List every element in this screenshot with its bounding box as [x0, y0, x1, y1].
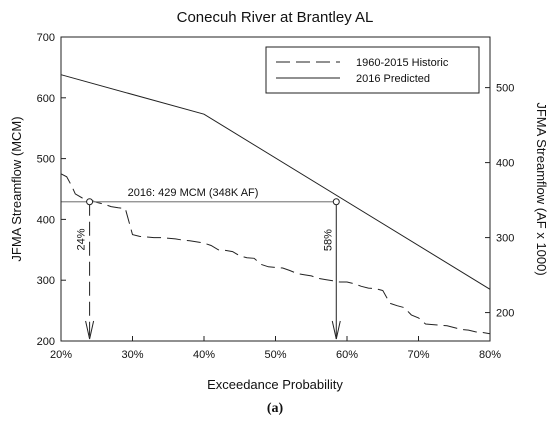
legend-predicted-label: 2016 Predicted [356, 73, 430, 85]
y-tick-label: 500 [37, 154, 55, 166]
chart-title: Conecuh River at Brantley AL [177, 9, 374, 26]
y-axis-label: JFMA Streamflow (MCM) [9, 116, 24, 261]
predicted-intersection-marker [332, 198, 340, 206]
annotations: 2016: 429 MCM (348K AF) 24% 58% [61, 187, 341, 340]
predicted-probability-label: 58% [322, 229, 334, 251]
legend: 1960-2015 Historic 2016 Predicted [265, 46, 480, 94]
series-line-historic [60, 173, 491, 335]
x-tick-label: 70% [407, 349, 429, 361]
y2-tick-label: 400 [496, 158, 514, 170]
x-tick-label: 30% [121, 349, 143, 361]
x-tick-label: 80% [479, 349, 501, 361]
series-lines [60, 74, 491, 335]
legend-historic-label: 1960-2015 Historic [356, 57, 449, 69]
y-tick-label: 200 [37, 336, 55, 348]
x-tick-label: 50% [264, 349, 286, 361]
y-tick-label: 400 [37, 214, 55, 226]
historic-probability-label: 24% [76, 228, 88, 250]
axis-ticks: 20% 30% 40% 50% 60% 70% 80% 200 300 400 500 600 700 2… [37, 32, 515, 361]
historic-arrow-head [85, 320, 95, 340]
y2-axis-label: JFMA Streamflow (AF x 1000) [534, 102, 549, 275]
y-tick-label: 300 [37, 275, 55, 287]
x-tick-label: 40% [193, 349, 215, 361]
y2-tick-label: 500 [496, 83, 514, 95]
x-tick-label: 60% [336, 349, 358, 361]
target-level-label: 2016: 429 MCM (348K AF) [128, 187, 259, 199]
legend-box [265, 46, 480, 94]
y2-tick-label: 300 [496, 233, 514, 245]
y2-tick-label: 200 [496, 308, 514, 320]
series-line-predicted [60, 74, 491, 290]
y-tick-label: 700 [37, 32, 55, 44]
figure-caption: (a) [267, 401, 284, 416]
predicted-arrow-head [331, 320, 341, 340]
plot-frame [60, 36, 491, 342]
historic-intersection-marker [86, 198, 94, 206]
x-tick-label: 20% [50, 349, 72, 361]
y-tick-label: 600 [37, 93, 55, 105]
x-axis-label: Exceedance Probability [207, 377, 343, 392]
